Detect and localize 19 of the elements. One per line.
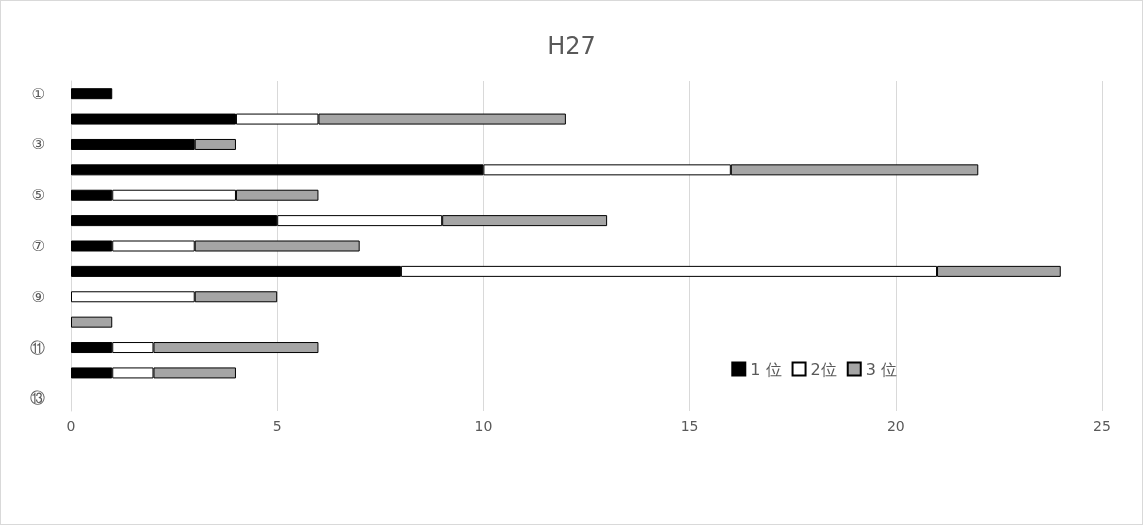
legend-label: 3 位 xyxy=(865,359,897,379)
x-tick-label: 0 xyxy=(66,418,76,434)
legend-label: 1 位 xyxy=(750,359,782,379)
y-tick-label: ⑬ xyxy=(30,389,45,408)
chart-title: H27 xyxy=(547,32,596,60)
x-tick-label: 20 xyxy=(886,418,905,434)
y-tick-label: ① xyxy=(31,84,45,103)
y-tick-label: ③ xyxy=(31,135,45,154)
y-tick-label: ⑨ xyxy=(31,287,45,306)
y-tick-label: ⑪ xyxy=(30,338,45,357)
x-tick-label: 15 xyxy=(680,418,699,434)
x-tick-label: 10 xyxy=(474,418,493,434)
bar xyxy=(71,88,113,100)
bar xyxy=(71,316,113,328)
y-tick-label: ⑤ xyxy=(31,186,45,205)
x-tick-label: 25 xyxy=(1093,418,1111,434)
x-tick-label: 5 xyxy=(272,418,282,434)
y-tick-label: ⑦ xyxy=(31,237,45,255)
legend-label: 2位 xyxy=(810,359,837,379)
